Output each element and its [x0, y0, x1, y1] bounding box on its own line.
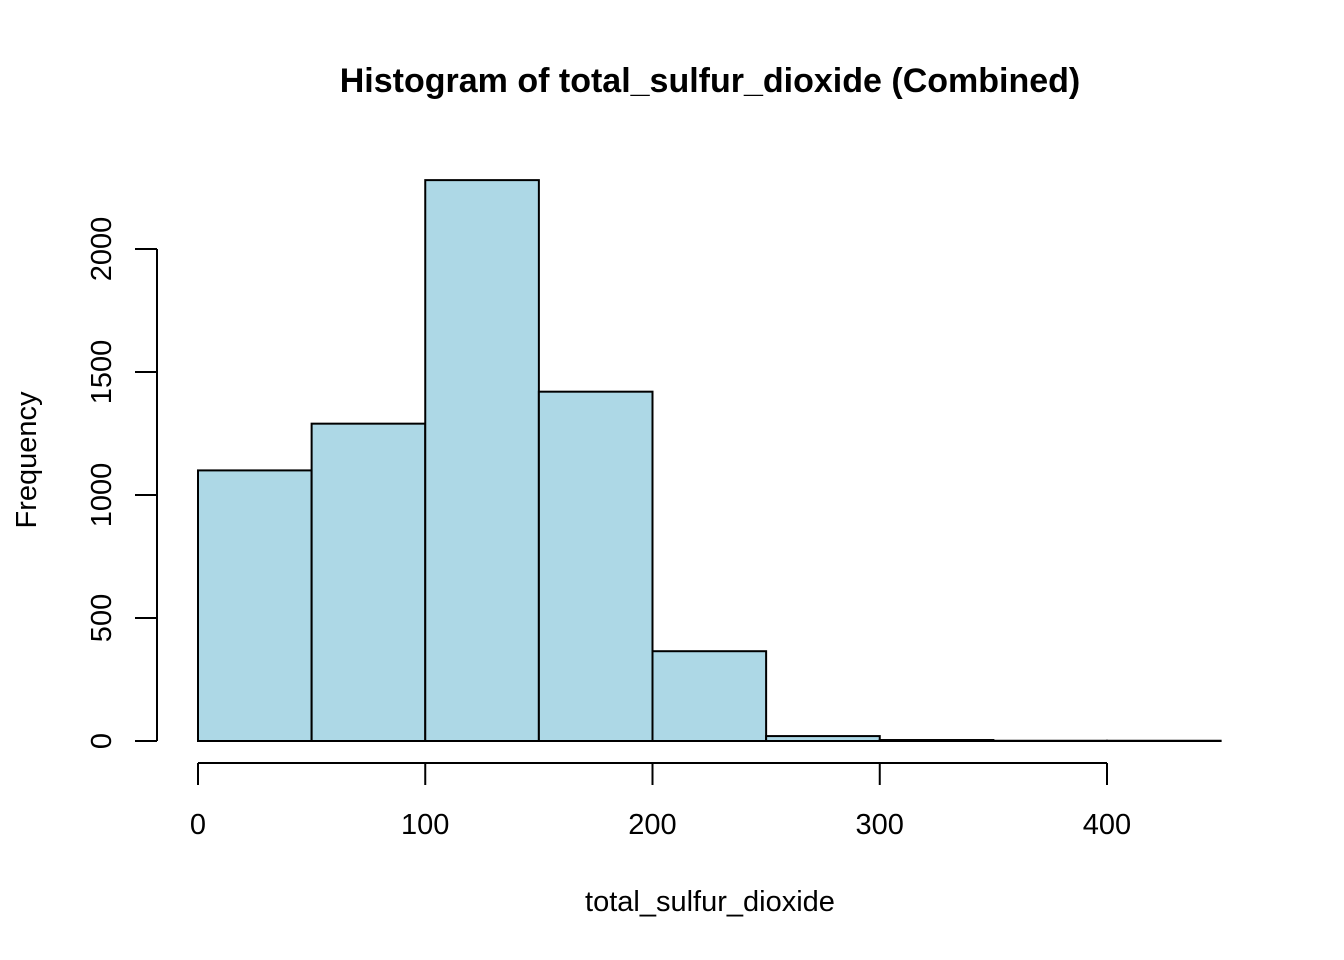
x-tick-label: 200 [628, 809, 676, 841]
x-axis-label: total_sulfur_dioxide [585, 886, 835, 918]
x-tick-label: 100 [401, 809, 449, 841]
bars-group [197, 179, 1222, 743]
histogram-bar [537, 390, 654, 742]
y-axis-label: Frequency [11, 391, 43, 529]
histogram-bar [424, 179, 540, 742]
y-tick-label: 500 [86, 594, 118, 642]
y-tick-label: 1500 [86, 340, 118, 405]
y-axis: 0 500 1000 1500 2000 [86, 217, 158, 749]
x-axis: 0 100 200 300 400 [190, 762, 1131, 841]
chart-title: Histogram of total_sulfur_dioxide (Combi… [340, 62, 1080, 100]
x-tick-label: 0 [190, 809, 206, 841]
histogram-bar [197, 469, 313, 742]
y-tick-label: 0 [86, 733, 118, 749]
x-tick-label: 400 [1083, 809, 1131, 841]
y-tick-label: 2000 [86, 217, 118, 282]
histogram-bar [651, 650, 768, 743]
histogram-bar [878, 739, 995, 742]
y-tick-label: 1000 [86, 463, 118, 528]
histogram-bar [765, 735, 881, 743]
x-tick-label: 300 [856, 809, 904, 841]
histogram-bar [310, 422, 427, 742]
